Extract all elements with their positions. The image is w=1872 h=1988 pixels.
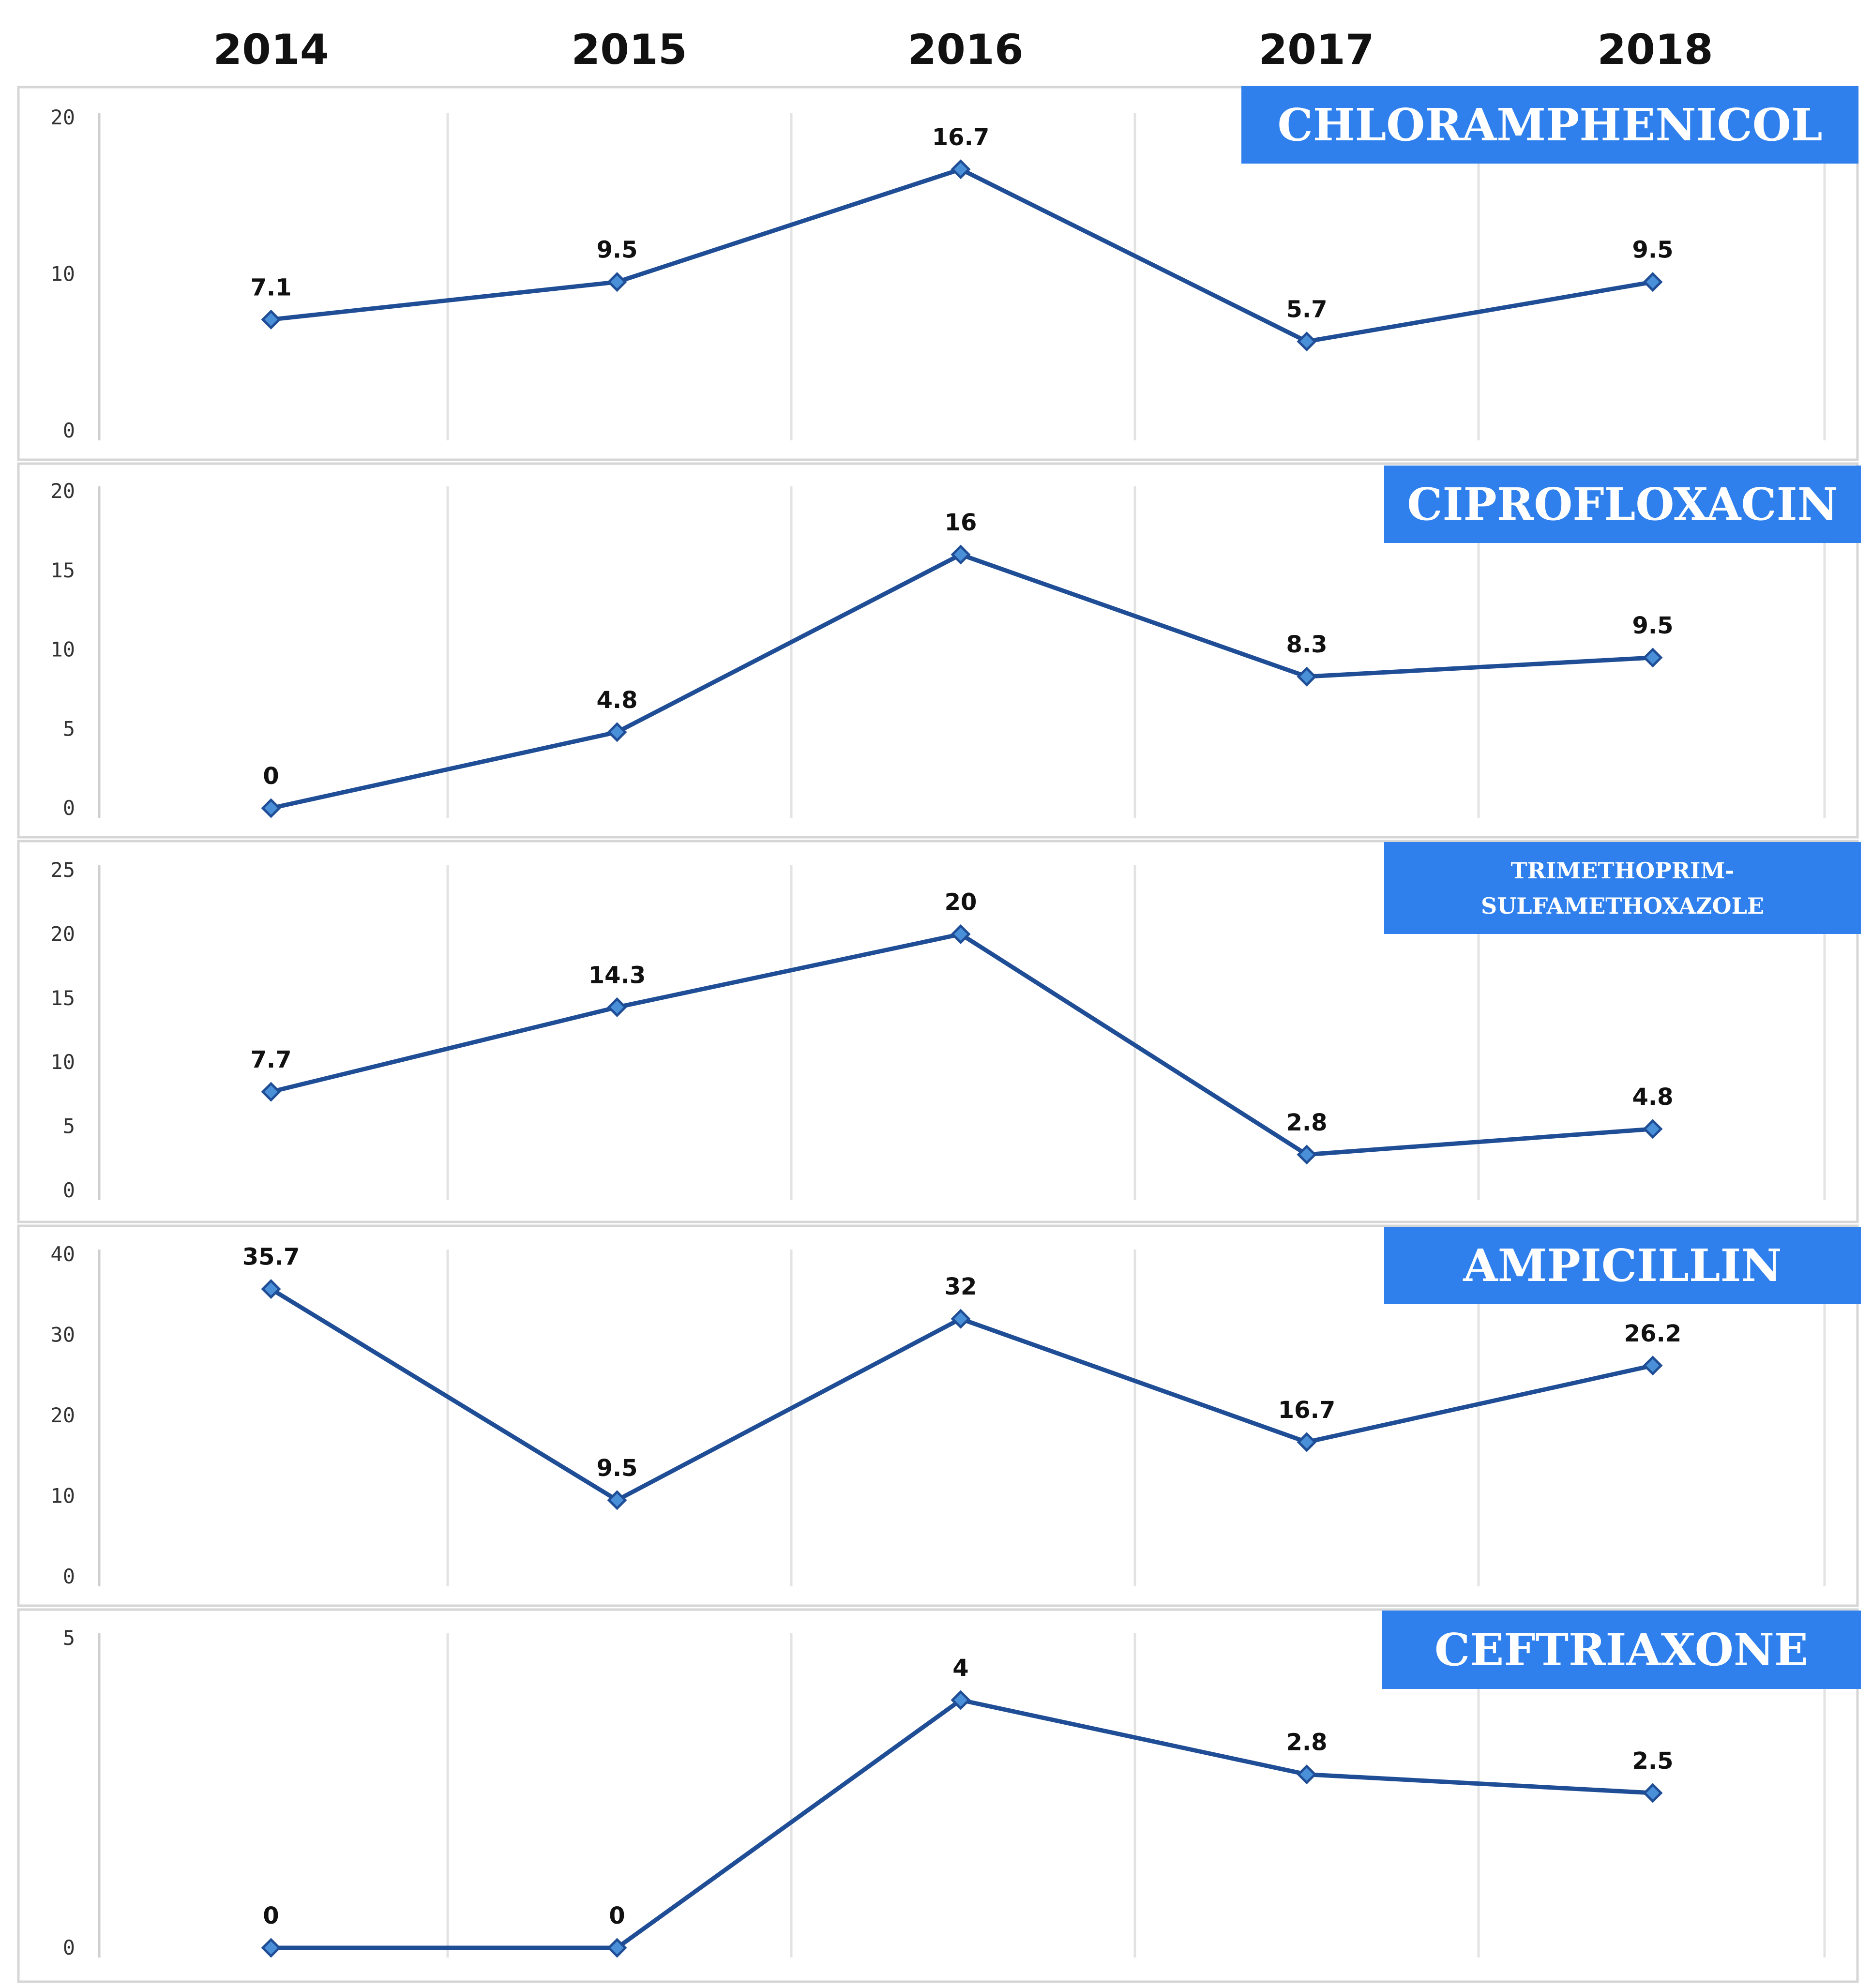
- data-point: [1297, 1145, 1317, 1165]
- title-badge: [1384, 466, 1861, 543]
- data-point: [261, 309, 281, 330]
- data-label: 2.8: [1286, 1729, 1327, 1756]
- y-tick-label: 10: [50, 262, 75, 286]
- data-point: [951, 924, 971, 944]
- data-point: [261, 1082, 281, 1102]
- year-label-2014: 2014: [213, 26, 329, 74]
- panel-chloramphenicol: 0 10 20 CHLORAMPHENICOL 7.1 9.5 16.7 5.7 9.5: [17, 86, 1859, 461]
- y-tick-label: 5: [63, 1114, 75, 1138]
- year-header: 2014 2015 2016 2017 2018: [213, 26, 1713, 74]
- data-label: 16: [945, 509, 977, 536]
- data-label: 2.8: [1286, 1109, 1327, 1136]
- data-point: [1643, 1119, 1663, 1139]
- year-label-2018: 2018: [1597, 26, 1713, 74]
- data-point: [1643, 272, 1663, 292]
- data-label: 7.7: [250, 1046, 291, 1073]
- y-tick-label: 40: [50, 1242, 75, 1266]
- y-tick-label: 20: [50, 105, 75, 129]
- data-point: [951, 1690, 971, 1710]
- title-badge-text-2: SULFAMETHOXAZOLE: [1481, 893, 1764, 919]
- data-point: [607, 722, 627, 742]
- data-point: [261, 798, 281, 818]
- data-label: 9.5: [596, 1455, 637, 1482]
- y-tick-label: 10: [50, 1050, 75, 1074]
- data-point: [261, 1938, 281, 1958]
- y-tick-label: 0: [63, 1936, 75, 1959]
- data-point: [607, 1490, 627, 1510]
- title-badge-text: CEFTRIAXONE: [1434, 1624, 1808, 1676]
- panel-ceftriaxone: 0 5 CEFTRIAXONE 0 0 4 2.8 2.5: [17, 1608, 1861, 1983]
- data-label: 7.1: [250, 274, 291, 301]
- y-tick-label: 15: [50, 558, 75, 582]
- data-point: [1297, 1432, 1317, 1452]
- data-label: 14.3: [589, 962, 646, 989]
- y-tick-label: 0: [63, 1178, 75, 1202]
- title-badge: [1241, 86, 1858, 164]
- title-badge-text: CHLORAMPHENICOL: [1277, 99, 1822, 151]
- y-tick-label: 30: [50, 1323, 75, 1347]
- y-tick-label: 10: [50, 1484, 75, 1508]
- data-label: 32: [945, 1273, 977, 1300]
- data-label: 0: [263, 1902, 279, 1929]
- data-label: 9.5: [596, 237, 637, 264]
- data-label: 0: [609, 1902, 625, 1929]
- data-point: [1643, 1783, 1663, 1803]
- title-badge: [1384, 1227, 1861, 1304]
- data-point: [1297, 1764, 1317, 1785]
- data-point: [1643, 648, 1663, 668]
- title-badge: [1384, 842, 1861, 934]
- panel-ampicillin: 0 10 20 30 40 AMPICILLIN 35.7 9.5 32 16.7 26.2: [17, 1224, 1861, 1607]
- title-badge-text: CIPROFLOXACIN: [1407, 478, 1838, 530]
- panel-trimethoprimsulfamethoxazole: 0 5 10 15 20 25 TRIMETHOPRIM- SULFAMETHOXAZOLE 7…: [17, 840, 1861, 1223]
- y-tick-label: 0: [63, 1565, 75, 1588]
- y-tick-label: 20: [50, 922, 75, 946]
- data-label: 9.5: [1632, 237, 1673, 264]
- title-badge-text: AMPICILLIN: [1463, 1239, 1781, 1292]
- year-label-2015: 2015: [571, 26, 687, 74]
- y-tick-label: 20: [50, 1403, 75, 1427]
- data-point: [1297, 331, 1317, 352]
- data-label: 8.3: [1286, 631, 1327, 658]
- y-tick-label: 10: [50, 638, 75, 662]
- data-label: 20: [945, 889, 977, 916]
- data-point: [607, 997, 627, 1017]
- data-point: [261, 1279, 281, 1299]
- y-tick-label: 25: [50, 858, 75, 882]
- year-label-2017: 2017: [1258, 26, 1374, 74]
- y-tick-label: 5: [63, 1626, 75, 1650]
- y-tick-label: 5: [63, 717, 75, 740]
- data-point: [607, 272, 627, 292]
- data-point: [951, 159, 971, 180]
- data-label: 4.8: [1632, 1084, 1673, 1111]
- panel-ciprofloxacin: 0 5 10 15 20 CIPROFLOXACIN 0 4.8 16 8.3 9.5: [17, 462, 1861, 839]
- year-label-2016: 2016: [907, 26, 1023, 74]
- title-badge-text: TRIMETHOPRIM-: [1510, 858, 1734, 884]
- data-label: 0: [263, 763, 279, 790]
- data-label: 26.2: [1624, 1320, 1681, 1347]
- data-label: 16.7: [1278, 1397, 1335, 1424]
- data-label: 4: [952, 1655, 968, 1682]
- data-point: [951, 544, 971, 565]
- y-tick-label: 0: [63, 419, 75, 442]
- data-point: [951, 1309, 971, 1329]
- data-label: 35.7: [242, 1244, 300, 1271]
- y-tick-label: 0: [63, 796, 75, 820]
- data-point: [1297, 666, 1317, 687]
- data-label: 5.7: [1286, 296, 1327, 323]
- y-tick-label: 15: [50, 986, 75, 1010]
- data-label: 4.8: [596, 687, 637, 714]
- data-point: [607, 1938, 627, 1958]
- data-point: [1643, 1355, 1663, 1376]
- y-tick-label: 20: [50, 479, 75, 503]
- title-badge: [1382, 1611, 1861, 1689]
- data-label: 16.7: [932, 124, 989, 151]
- data-label: 2.5: [1632, 1747, 1673, 1775]
- data-label: 9.5: [1632, 612, 1673, 639]
